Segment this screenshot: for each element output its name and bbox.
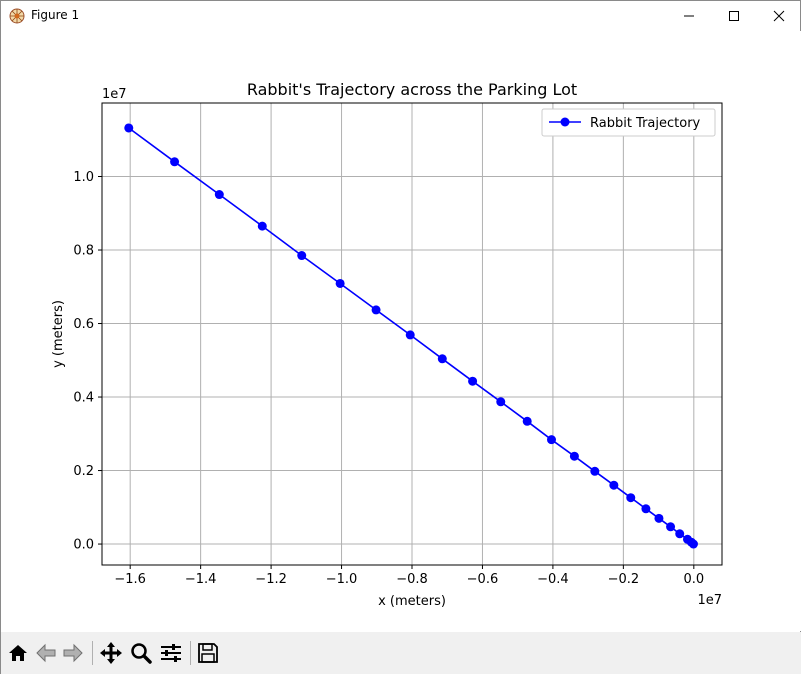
y-tick-label: 1.0 [73, 170, 94, 185]
move-icon [100, 642, 122, 664]
data-point [335, 278, 345, 288]
data-point [522, 416, 532, 426]
y-tick-label: 0.4 [73, 391, 94, 406]
x-tick-label: −1.6 [114, 572, 146, 587]
x-tick-label: −0.8 [396, 572, 428, 587]
data-point [214, 190, 224, 200]
back-arrow-icon [36, 643, 56, 663]
x-tick-label: −0.2 [608, 572, 640, 587]
legend: Rabbit Trajectory [541, 108, 716, 137]
save-button[interactable] [195, 640, 221, 666]
data-point [666, 522, 676, 532]
x-tick-label: −1.4 [185, 572, 217, 587]
x-tick-label: −0.6 [467, 572, 499, 587]
data-point [654, 513, 664, 523]
data-point [371, 305, 381, 315]
x-tick-label: −0.4 [537, 572, 569, 587]
data-point [297, 251, 307, 261]
data-point [405, 330, 415, 340]
zoom-button[interactable] [128, 640, 154, 666]
data-point [626, 493, 636, 503]
forward-arrow-icon [63, 643, 83, 663]
minimize-button[interactable] [666, 1, 712, 31]
toolbar-separator [190, 641, 191, 665]
magnifier-icon [131, 643, 152, 664]
legend-marker-swatch [560, 117, 570, 127]
x-tick-label: −1.0 [326, 572, 358, 587]
close-icon [773, 10, 785, 22]
floppy-disk-icon [198, 643, 218, 663]
data-point [496, 397, 506, 407]
data-point [468, 376, 478, 386]
data-point [569, 451, 579, 461]
home-button[interactable] [5, 640, 31, 666]
close-button[interactable] [756, 1, 801, 31]
y-tick-label: 0.8 [73, 244, 94, 259]
home-icon [9, 645, 27, 661]
sliders-icon [161, 644, 181, 662]
minimize-icon [684, 15, 694, 17]
y-tick-label: 0.2 [73, 464, 94, 479]
data-point [675, 529, 685, 539]
legend-label: Rabbit Trajectory [590, 116, 701, 131]
matplotlib-app-icon [9, 8, 25, 24]
forward-button[interactable] [60, 640, 86, 666]
maximize-button[interactable] [711, 1, 757, 31]
legend-box [541, 108, 716, 137]
data-point [437, 354, 447, 364]
data-point [590, 466, 600, 476]
data-point [124, 123, 134, 133]
title-bar[interactable]: Figure 1 [1, 1, 800, 31]
data-point [547, 435, 556, 445]
back-button[interactable] [33, 640, 59, 666]
chart: −1.6 −1.4 −1.2 −1.0 −0.8 −0.6 −0.4 −0.2 0.0 0.0 0.… [1, 31, 801, 631]
figure-canvas[interactable]: −1.6 −1.4 −1.2 −1.0 −0.8 −0.6 −0.4 −0.2 0.0 0.0 0.… [1, 31, 801, 631]
y-axis-offset-label: 1e7 [102, 87, 127, 102]
x-tick-label: −1.2 [255, 572, 287, 587]
data-point [688, 539, 698, 549]
chart-title: Rabbit's Trajectory across the Parking L… [247, 80, 577, 99]
x-axis-label: x (meters) [378, 594, 446, 609]
configure-subplots-button[interactable] [158, 640, 184, 666]
y-axis-label: y (meters) [51, 300, 66, 368]
maximize-icon [729, 11, 739, 21]
toolbar-separator [92, 641, 93, 665]
data-point [641, 504, 651, 514]
y-tick-label: 0.0 [73, 538, 94, 553]
window-title: Figure 1 [31, 8, 80, 22]
x-axis-offset-label: 1e7 [697, 593, 722, 608]
navigation-toolbar [1, 632, 801, 674]
pan-button[interactable] [98, 640, 124, 666]
data-point [170, 157, 180, 167]
x-tick-label: 0.0 [683, 572, 704, 587]
y-tick-label: 0.6 [73, 317, 94, 332]
data-point [257, 221, 267, 231]
data-point [609, 480, 619, 490]
